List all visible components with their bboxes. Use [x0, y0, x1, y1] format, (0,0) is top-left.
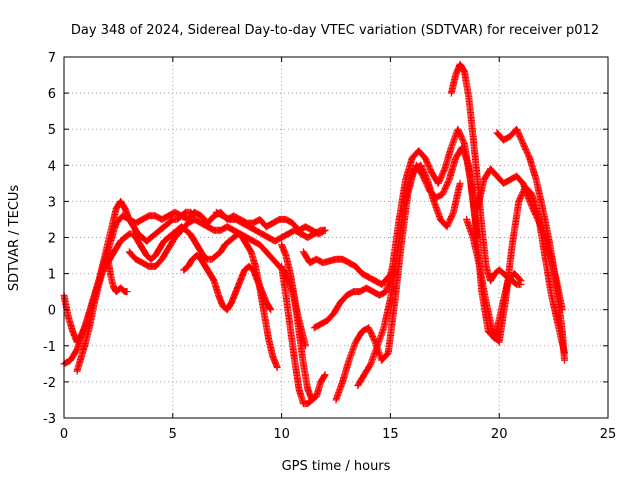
series-arc-3 [73, 223, 281, 375]
series-markers-6 [212, 208, 329, 245]
series-arc-2 [60, 197, 199, 346]
series-markers-3 [104, 252, 131, 296]
series-markers-2 [73, 223, 281, 375]
series-markers-1 [60, 197, 199, 346]
series-arc-6 [180, 252, 275, 314]
series-markers-9 [299, 248, 399, 288]
y-tick-label-7: 4 [48, 159, 56, 174]
x-tick-label-2: 10 [273, 427, 290, 442]
y-tick-label-10: 7 [48, 51, 56, 66]
x-tick-label-4: 20 [491, 427, 508, 442]
series-arc-15 [463, 183, 568, 357]
y-tick-label-1: -2 [43, 376, 56, 391]
series-markers-14 [463, 183, 568, 357]
x-tick-label-1: 5 [169, 427, 177, 442]
y-tick-label-0: -3 [43, 412, 56, 427]
series-markers-7 [278, 241, 329, 404]
series-arc-12 [332, 161, 464, 404]
series-markers-8 [278, 262, 316, 408]
axis-ticks: 0 5 10 15 20 25 -3 -2 -1 0 1 2 3 4 5 6 7 [43, 51, 616, 442]
chart-title: Day 348 of 2024, Sidereal Day-to-day VTE… [71, 23, 599, 38]
series-markers-11 [332, 161, 464, 404]
data-points [60, 60, 568, 408]
series-markers-16 [493, 125, 568, 364]
x-tick-label-0: 0 [60, 427, 68, 442]
y-tick-label-4: 1 [48, 268, 56, 283]
x-tick-label-5: 25 [600, 427, 617, 442]
y-axis-label: SDTVAR / TECUs [7, 185, 22, 292]
y-tick-label-8: 5 [48, 123, 56, 138]
y-tick-label-3: 0 [48, 304, 56, 319]
series-arc-10 [299, 248, 399, 288]
series-arc-17 [493, 125, 568, 364]
y-tick-label-5: 2 [48, 232, 56, 247]
series-arc-9 [278, 262, 316, 408]
x-axis-label: GPS time / hours [282, 459, 391, 474]
series-arc-7 [212, 208, 329, 245]
y-tick-label-6: 3 [48, 195, 56, 210]
series-markers-5 [180, 252, 275, 314]
y-tick-label-2: -1 [43, 340, 56, 355]
y-tick-label-9: 6 [48, 87, 56, 102]
series-arc-4 [104, 252, 131, 296]
x-tick-label-3: 15 [382, 427, 399, 442]
series-arc-8 [278, 241, 329, 404]
